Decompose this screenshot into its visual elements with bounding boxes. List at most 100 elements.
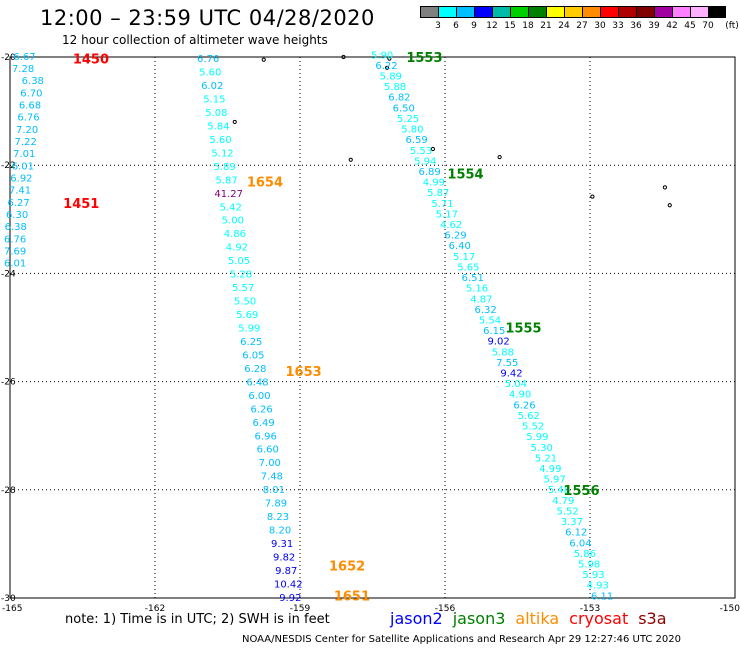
wave-height-value: 6.76 (4, 234, 26, 245)
wave-height-value: 6.15 (483, 326, 505, 337)
pass-time-label: 1556 (563, 484, 599, 499)
colorbar-tick-label: 6 (453, 21, 459, 31)
pass-time-label: 1451 (63, 197, 99, 212)
pass-time-label: 1555 (505, 322, 541, 337)
lon-axis-label: -162 (145, 604, 165, 614)
wave-height-value: 6.32 (475, 305, 497, 316)
wave-height-value: 5.17 (436, 209, 458, 220)
wave-height-value: 6.38 (5, 222, 27, 233)
pass-time-label: 1554 (447, 167, 483, 182)
wave-height-value: 4.86 (224, 229, 246, 240)
island-marker (341, 54, 346, 60)
wave-height-value: 5.25 (397, 114, 419, 125)
page-title: 12:00 – 23:59 UTC 04/28/2020 (40, 6, 375, 30)
wave-height-value: 6.60 (257, 445, 279, 456)
lat-axis-label: -28 (1, 486, 16, 496)
wave-height-value: 4.93 (587, 581, 609, 592)
colorbar-tick-label: 36 (630, 21, 642, 31)
wave-height-value: 5.99 (238, 324, 260, 335)
colorbar-tick-label: 45 (684, 21, 696, 31)
wave-height-value: 5.90 (371, 50, 393, 61)
colorbar-swatch (438, 6, 456, 18)
wave-height-value: 9.31 (271, 539, 293, 550)
wave-height-value: 7.00 (259, 458, 281, 469)
colorbar-swatch (492, 6, 510, 18)
satellite-legend: jason2 jason3 altika cryosat s3a (390, 609, 677, 628)
wave-height-value: 4.62 (440, 220, 462, 231)
colorbar-swatch (528, 6, 546, 18)
colorbar-tick-label: 21 (540, 21, 552, 31)
wave-height-value: 5.60 (209, 135, 231, 146)
island-marker (348, 157, 353, 162)
lat-axis-label: -24 (1, 269, 16, 279)
wave-height-value: 7.48 (261, 472, 283, 483)
island-marker (384, 65, 390, 70)
wave-height-value: 5.87 (216, 175, 238, 186)
colorbar-swatch (420, 6, 438, 18)
wave-height-value: 5.99 (526, 432, 548, 443)
wave-height-value: 6.67 (13, 52, 35, 63)
colorbar-tick-label: 30 (594, 21, 606, 31)
lon-axis-label: -159 (290, 604, 311, 614)
legend-item-cryosat: cryosat (569, 609, 629, 628)
wave-height-value: 4.99 (539, 464, 561, 475)
colorbar-swatch (672, 6, 690, 18)
wave-height-value: 6.28 (244, 364, 266, 375)
island-marker (590, 194, 595, 199)
colorbar-swatch (474, 6, 492, 18)
colorbar-swatch (690, 6, 708, 18)
wave-height-value: 5.57 (232, 283, 254, 294)
wave-height-value: 5.28 (230, 270, 252, 281)
wave-height-value: 9.87 (275, 566, 297, 577)
colorbar-swatch (510, 6, 528, 18)
wave-height-value: 9.92 (279, 593, 301, 604)
colorbar-labels: 3 6 9 12 15 18 21 24 27 30 33 36 39 42 45 70 (ft) (420, 21, 740, 35)
pass-time-label: 1652 (329, 560, 365, 575)
wave-height-value: 6.26 (513, 400, 535, 411)
pass-time-label: 1654 (247, 175, 283, 190)
lon-axis-label: -165 (2, 604, 22, 614)
wave-height-value: 4.87 (470, 294, 492, 305)
island-marker (667, 203, 672, 208)
wave-height-value: 6.30 (6, 210, 28, 221)
lat-axis-label: -30 (1, 594, 16, 604)
wave-height-value: 6.11 (591, 591, 613, 602)
wave-height-value: 5.89 (380, 72, 402, 83)
colorbar-tick-label: 42 (666, 21, 678, 31)
colorbar-swatch (546, 6, 564, 18)
wave-height-value: 5.97 (544, 475, 566, 486)
wave-height-value: 5.86 (574, 549, 596, 560)
colorbar-tick-label: 39 (648, 21, 660, 31)
legend-item-jason3: jason3 (452, 609, 506, 628)
wave-height-value: 5.54 (479, 315, 501, 326)
wave-height-value: 5.60 (199, 68, 221, 79)
wave-height-value: 4.79 (552, 496, 574, 507)
wave-height-value: 7.01 (13, 149, 35, 160)
wave-height-value: 5.94 (414, 156, 436, 167)
colorbar-swatch (618, 6, 636, 18)
pass-time-label: 1651 (334, 589, 370, 604)
wave-height-value: 5.87 (427, 188, 449, 199)
wave-height-value: 5.48 (548, 485, 570, 496)
wave-height-value: 5.65 (457, 262, 479, 273)
colorbar-tick-label: 9 (471, 21, 477, 31)
colorbar-tick-label: 3 (435, 21, 441, 31)
wave-height-value: 5.62 (518, 411, 540, 422)
colorbar-swatch (600, 6, 618, 18)
wave-height-value: 6.68 (19, 101, 41, 112)
wave-height-value: 3.37 (561, 517, 583, 528)
colorbar-tick-label: (ft) (725, 21, 739, 31)
colorbar-swatch (654, 6, 672, 18)
wave-height-value: 5.80 (401, 125, 423, 136)
colorbar-swatch (708, 6, 726, 18)
wave-height-value: 5.71 (431, 199, 453, 210)
wave-height-value: 6.04 (569, 538, 591, 549)
wave-height-value: 6.96 (255, 431, 277, 442)
wave-height-value: 41.27 (214, 189, 243, 200)
wave-height-value: 6.40 (449, 241, 471, 252)
wave-height-value: 6.25 (240, 337, 262, 348)
wave-height-value: 6.01 (12, 161, 34, 172)
wave-height-value: 7.20 (16, 125, 38, 136)
wave-height-value: 5.88 (492, 347, 514, 358)
lat-axis-label: -22 (1, 161, 16, 171)
